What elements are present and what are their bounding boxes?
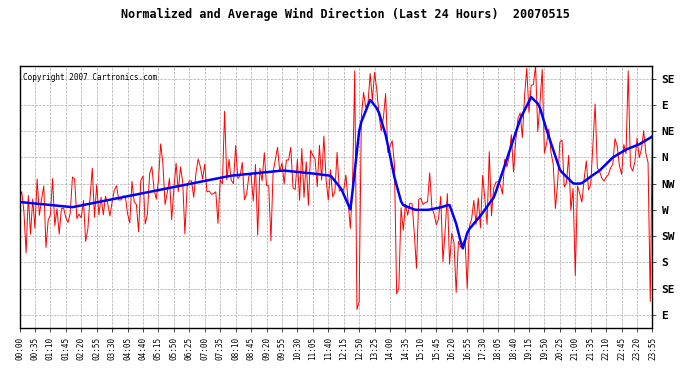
Text: Normalized and Average Wind Direction (Last 24 Hours)  20070515: Normalized and Average Wind Direction (L… (121, 8, 569, 21)
Text: Copyright 2007 Cartronics.com: Copyright 2007 Cartronics.com (23, 74, 157, 82)
